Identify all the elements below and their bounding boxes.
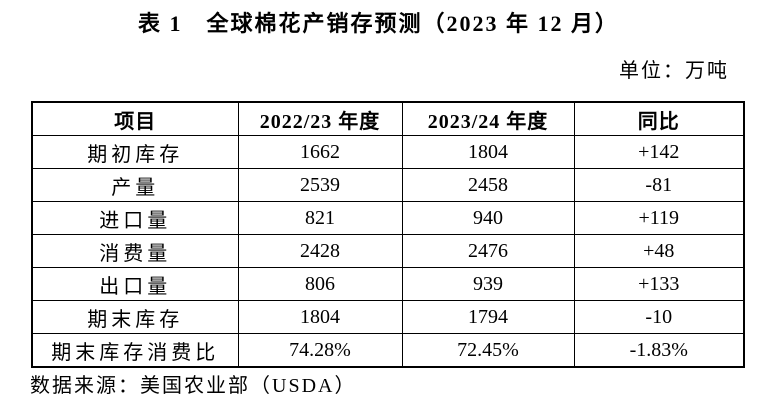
cell-value: +119 — [573, 201, 745, 235]
column-header: 2023/24 年度 — [401, 101, 575, 136]
cell-value: 1662 — [237, 135, 403, 169]
cell-value: 806 — [237, 267, 403, 301]
cell-value: -10 — [573, 300, 745, 334]
row-label: 期末库存消费比 — [31, 333, 239, 368]
table-row: 消费量 2428 2476 +48 — [31, 234, 745, 268]
table-row: 进口量 821 940 +119 — [31, 201, 745, 235]
cell-value: 72.45% — [401, 333, 575, 368]
row-label: 出口量 — [31, 267, 239, 301]
cell-value: 2428 — [237, 234, 403, 268]
column-header: 项目 — [31, 101, 239, 136]
unit-label: 单位：万吨 — [619, 60, 729, 82]
cell-value: 821 — [237, 201, 403, 235]
cell-value: +133 — [573, 267, 745, 301]
cell-value: +142 — [573, 135, 745, 169]
cell-value: 940 — [401, 201, 575, 235]
cell-value: 2458 — [401, 168, 575, 202]
data-source-note: 数据来源：美国农业部（USDA） — [30, 375, 357, 397]
cell-value: 2476 — [401, 234, 575, 268]
column-header: 2022/23 年度 — [237, 101, 403, 136]
row-label: 进口量 — [31, 201, 239, 235]
table-title: 表 1 全球棉花产销存预测（2023 年 12 月） — [137, 11, 619, 36]
cotton-forecast-table: 项目 2022/23 年度 2023/24 年度 同比 期初库存 1662 1804 +14… — [31, 101, 745, 368]
cell-value: 939 — [401, 267, 575, 301]
table-row: 期末库存 1804 1794 -10 — [31, 300, 745, 334]
table-row: 期初库存 1662 1804 +142 — [31, 135, 745, 169]
table-row: 期末库存消费比 74.28% 72.45% -1.83% — [31, 333, 745, 368]
cell-value: +48 — [573, 234, 745, 268]
row-label: 消费量 — [31, 234, 239, 268]
column-header: 同比 — [573, 101, 745, 136]
table-row: 出口量 806 939 +133 — [31, 267, 745, 301]
row-label: 产量 — [31, 168, 239, 202]
row-label: 期初库存 — [31, 135, 239, 169]
cell-value: 1804 — [401, 135, 575, 169]
cell-value: -1.83% — [573, 333, 745, 368]
cell-value: 74.28% — [237, 333, 403, 368]
row-label: 期末库存 — [31, 300, 239, 334]
cell-value: 1794 — [401, 300, 575, 334]
table-header-row: 项目 2022/23 年度 2023/24 年度 同比 — [31, 101, 745, 136]
table-row: 产量 2539 2458 -81 — [31, 168, 745, 202]
cell-value: 1804 — [237, 300, 403, 334]
cell-value: 2539 — [237, 168, 403, 202]
cell-value: -81 — [573, 168, 745, 202]
